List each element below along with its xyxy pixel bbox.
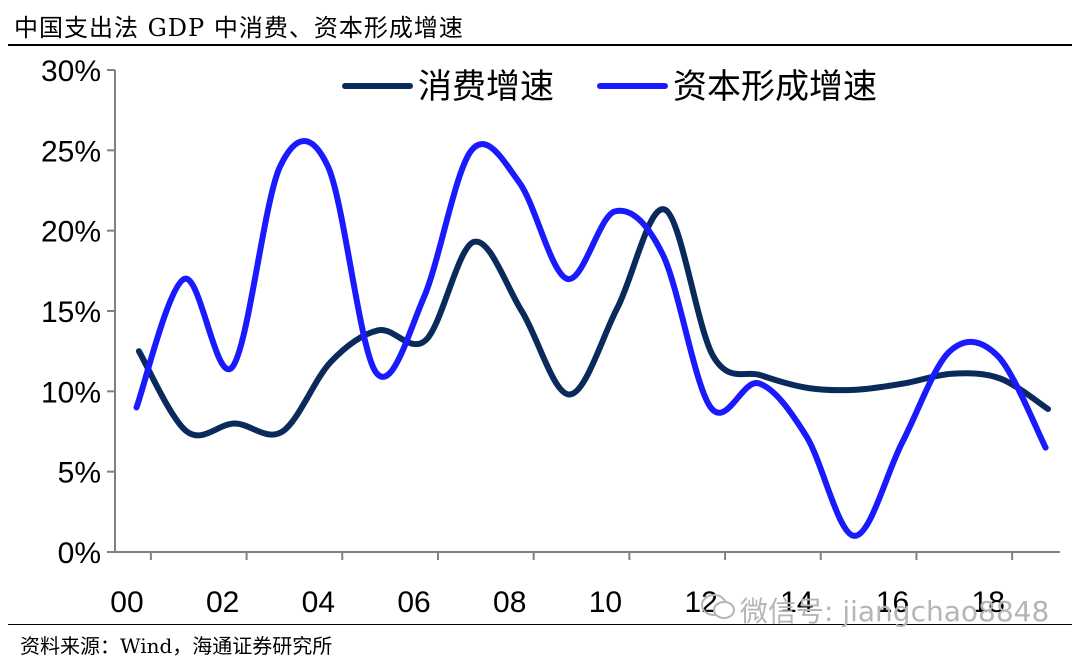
y-tick-label: 30% (41, 55, 101, 88)
wechat-icon (701, 594, 735, 619)
chart-title: 中国支出法 GDP 中消费、资本形成增速 (14, 14, 464, 42)
y-tick-label: 0% (58, 537, 101, 570)
y-tick-label: 5% (58, 457, 101, 490)
legend-label-1: 消费增速 (418, 67, 554, 107)
x-tick-label: 12 (684, 586, 717, 619)
source-note: 资料来源：Wind，海通证券研究所 (20, 634, 333, 658)
series-line-2 (133, 138, 1049, 539)
x-tick-label: 04 (302, 586, 335, 619)
y-tick-label: 20% (41, 216, 101, 249)
x-tick-label: 08 (493, 586, 526, 619)
source-divider (8, 624, 1072, 625)
x-tick-label: 00 (110, 586, 143, 619)
x-tick-label: 16 (876, 586, 909, 619)
x-tick-label: 06 (397, 586, 430, 619)
x-tick-label: 10 (589, 586, 622, 619)
legend-label-2: 资本形成增速 (673, 67, 877, 107)
x-tick-label: 18 (972, 586, 1005, 619)
x-tick-label: 02 (206, 586, 239, 619)
y-tick-label: 25% (41, 135, 101, 168)
title-divider (8, 44, 1072, 46)
y-tick-label: 10% (41, 376, 101, 409)
series-line-1 (135, 206, 1051, 439)
watermark-text: 微信号: jiangchao8848 (740, 595, 1050, 628)
x-tick-label: 14 (780, 586, 813, 619)
y-tick-label: 15% (41, 296, 101, 329)
